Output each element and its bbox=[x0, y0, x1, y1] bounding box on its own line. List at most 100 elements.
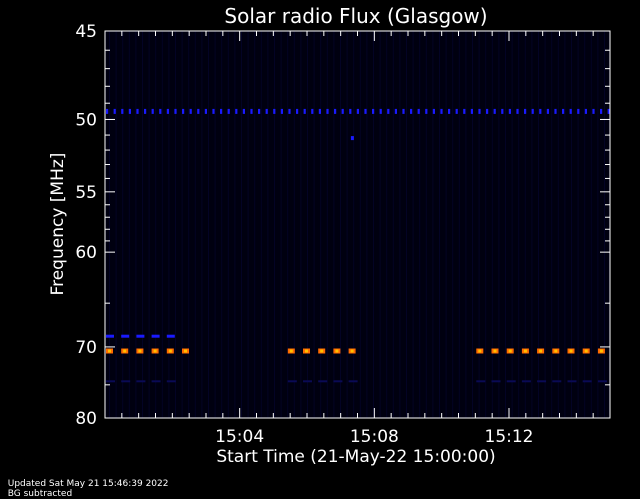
band-segment bbox=[151, 334, 160, 338]
band-segment bbox=[136, 334, 145, 338]
band-segment bbox=[128, 108, 131, 114]
band-segment-core bbox=[168, 349, 172, 353]
band-segment bbox=[562, 108, 565, 114]
time-column bbox=[241, 31, 242, 418]
time-column bbox=[564, 31, 566, 418]
band-segment bbox=[242, 108, 245, 114]
time-column bbox=[280, 31, 282, 418]
band-segment bbox=[508, 108, 511, 114]
band-segment bbox=[166, 108, 169, 114]
time-column bbox=[109, 31, 110, 418]
band-segment bbox=[501, 108, 504, 114]
band-segment bbox=[582, 380, 592, 383]
time-column bbox=[181, 31, 183, 418]
y-tick-label: 70 bbox=[75, 338, 97, 358]
time-column bbox=[458, 31, 460, 418]
band-segment bbox=[318, 108, 321, 114]
time-column bbox=[399, 31, 401, 418]
band-segment bbox=[220, 108, 223, 114]
time-column bbox=[445, 31, 447, 418]
band-segment bbox=[265, 108, 268, 114]
time-column bbox=[425, 31, 427, 418]
band-segment-core bbox=[493, 349, 497, 353]
band-segment bbox=[600, 108, 603, 114]
band-segment-core bbox=[539, 349, 543, 353]
band-segment bbox=[567, 380, 577, 383]
band-segment bbox=[136, 380, 146, 383]
time-column bbox=[148, 31, 150, 418]
band-segment bbox=[303, 380, 312, 383]
band-segment bbox=[491, 380, 501, 383]
band-segment-core bbox=[184, 349, 187, 353]
band-segment bbox=[597, 380, 607, 383]
band-segment bbox=[592, 108, 595, 114]
time-column bbox=[505, 31, 506, 418]
band-segment bbox=[607, 108, 610, 114]
time-column bbox=[320, 31, 322, 418]
spectrogram-chart: 45 50 55 60 70 80 15:04 15:08 15:12 Solar radio … bbox=[48, 4, 611, 467]
time-column bbox=[551, 31, 553, 418]
time-column bbox=[524, 31, 526, 418]
time-column bbox=[353, 31, 355, 418]
x-axis-label: Start Time (21-May-22 15:00:00) bbox=[216, 447, 495, 467]
band-segment bbox=[318, 380, 328, 383]
x-tick-label: 15:12 bbox=[485, 427, 534, 447]
band-segment bbox=[258, 108, 261, 114]
band-segment bbox=[440, 108, 443, 114]
band-segment bbox=[506, 380, 516, 383]
time-column bbox=[604, 31, 605, 418]
band-segment bbox=[166, 380, 176, 383]
band-segment bbox=[493, 108, 496, 114]
band-segment bbox=[287, 380, 297, 383]
band-segment bbox=[333, 380, 343, 383]
band-segment bbox=[121, 108, 124, 114]
band-segment-core bbox=[320, 349, 324, 353]
band-segment bbox=[136, 108, 139, 114]
time-column bbox=[478, 31, 480, 418]
band-segment bbox=[387, 108, 390, 114]
bg-subtracted-note: BG subtracted bbox=[7, 489, 73, 499]
time-column bbox=[221, 31, 223, 418]
band-segment bbox=[463, 108, 466, 114]
band-segment-core bbox=[478, 349, 482, 353]
band-segment bbox=[402, 108, 405, 114]
band-segment bbox=[552, 380, 562, 383]
time-column bbox=[175, 31, 176, 418]
band-segment bbox=[584, 108, 587, 114]
band-segment bbox=[303, 108, 306, 114]
time-column bbox=[188, 31, 190, 418]
time-column bbox=[491, 31, 493, 418]
band-segment bbox=[478, 108, 481, 114]
y-tick-label: 60 bbox=[75, 243, 97, 263]
band-segment bbox=[113, 108, 116, 114]
time-column bbox=[485, 31, 487, 418]
time-column bbox=[465, 31, 467, 418]
band-segment bbox=[417, 108, 420, 114]
time-column bbox=[142, 31, 143, 418]
band-segment-core bbox=[289, 349, 293, 353]
y-tick-label: 50 bbox=[75, 110, 97, 130]
time-column bbox=[373, 31, 374, 418]
time-column bbox=[128, 31, 130, 418]
band-segment bbox=[432, 108, 435, 114]
band-segment bbox=[189, 108, 192, 114]
time-column bbox=[122, 31, 124, 418]
band-segment bbox=[334, 108, 337, 114]
band-segment bbox=[379, 108, 382, 114]
time-column bbox=[194, 31, 196, 418]
band-segment bbox=[425, 108, 428, 114]
x-tick-label: 15:04 bbox=[215, 427, 264, 447]
time-column bbox=[518, 31, 520, 418]
band-segment bbox=[250, 108, 253, 114]
time-column bbox=[247, 31, 249, 418]
y-tick-label: 45 bbox=[75, 22, 97, 42]
band-segment bbox=[212, 108, 215, 114]
time-column bbox=[168, 31, 170, 418]
time-column bbox=[406, 31, 407, 418]
x-tick-label: 15:08 bbox=[350, 427, 399, 447]
time-column bbox=[201, 31, 203, 418]
band-segment-core bbox=[584, 349, 588, 353]
band-segment bbox=[106, 380, 115, 383]
band-segment-core bbox=[554, 349, 558, 353]
time-column bbox=[260, 31, 262, 418]
